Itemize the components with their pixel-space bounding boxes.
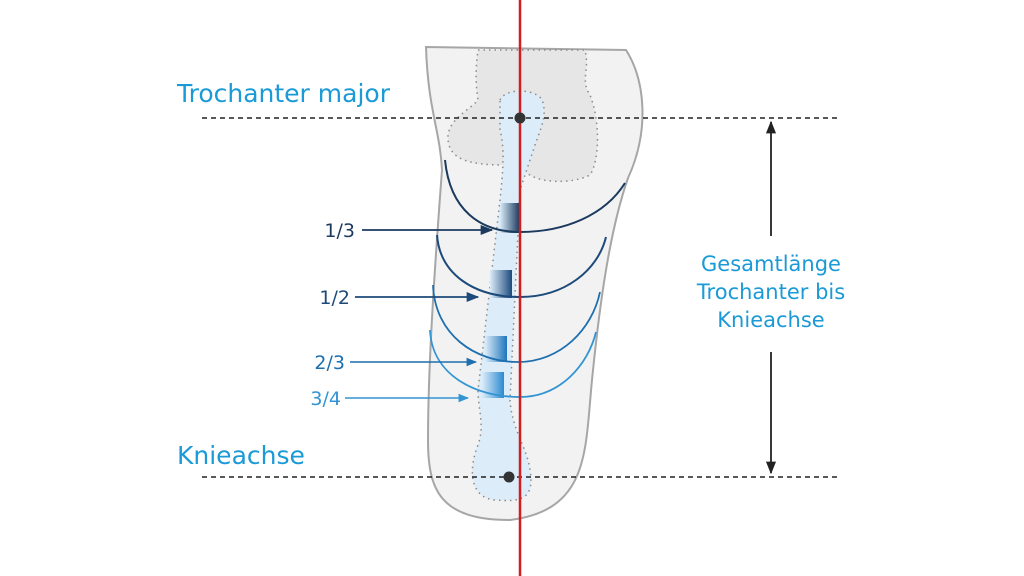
segment-3-4 — [482, 372, 504, 398]
total-length-label-line1: Gesamtlänge — [701, 252, 841, 276]
segment-1-2 — [490, 270, 512, 298]
segment-2-3 — [485, 336, 507, 362]
level-label-2-3: 2/3 — [314, 352, 345, 374]
trochanter-point — [514, 112, 526, 124]
level-label-1-3: 1/3 — [324, 220, 355, 242]
level-label-3-4: 3/4 — [310, 388, 341, 410]
segment-1-3 — [500, 203, 520, 233]
level-label-1-2: 1/2 — [319, 287, 350, 309]
total-length-label-line2: Trochanter bis — [696, 280, 845, 304]
knee-point — [503, 471, 515, 483]
knee-axis-label: Knieachse — [177, 441, 305, 470]
total-length-label-line3: Knieachse — [717, 308, 824, 332]
trochanter-major-label: Trochanter major — [176, 79, 391, 108]
arc-2-3 — [432, 284, 601, 363]
